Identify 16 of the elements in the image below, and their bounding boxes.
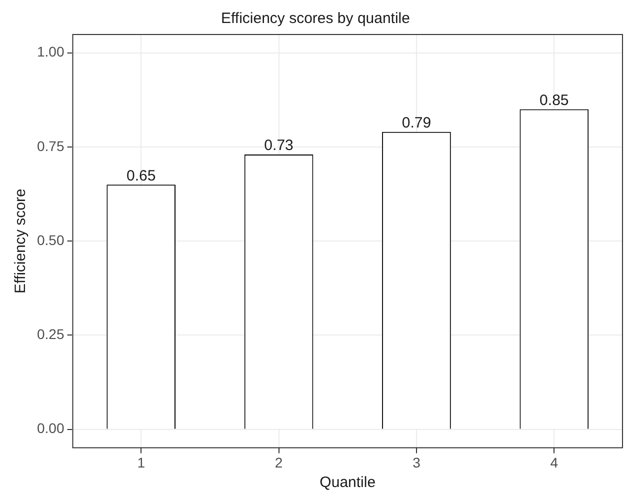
x-tick-label: 2	[274, 454, 283, 470]
x-tick-label: 4	[550, 454, 558, 470]
data-label: 0.85	[540, 92, 569, 109]
y-axis-title: Efficiency score	[12, 188, 30, 294]
data-label: 0.65	[126, 167, 156, 184]
data-label: 0.79	[402, 114, 432, 132]
data-label: 0.73	[264, 137, 294, 154]
y-tick-label: 0.00	[37, 420, 64, 436]
x-tick-label: 1	[137, 454, 146, 470]
y-tick-label: 1.00	[37, 44, 64, 60]
y-tick-label: 0.75	[37, 138, 64, 154]
x-axis-title: Quantile	[320, 474, 376, 492]
chart-title: Efficiency scores by quantile	[221, 10, 410, 28]
y-tick-label: 0.25	[37, 326, 64, 342]
y-tick-label: 0.50	[37, 232, 64, 248]
x-tick-label: 3	[412, 454, 421, 470]
